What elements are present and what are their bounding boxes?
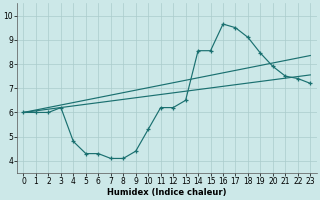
X-axis label: Humidex (Indice chaleur): Humidex (Indice chaleur): [107, 188, 227, 197]
